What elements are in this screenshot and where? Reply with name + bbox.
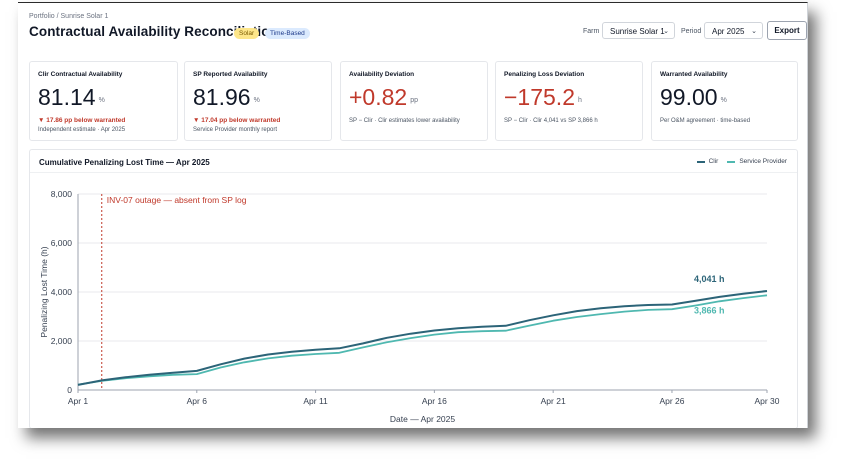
legend-label-clir: Clir — [708, 158, 719, 165]
chevron-down-icon: ⌄ — [663, 28, 669, 35]
chart-title: Cumulative Penalizing Lost Time — Apr 20… — [39, 158, 210, 167]
x-tick-label: Apr 11 — [303, 396, 328, 406]
page-title: Contractual Availability Reconciliation — [29, 24, 278, 39]
period-select[interactable]: Apr 2025 ⌄ — [704, 22, 763, 39]
legend-item-service-provider[interactable]: Service Provider — [727, 158, 787, 165]
legend-swatch-clir — [696, 160, 705, 163]
series-line-service-provider — [77, 294, 768, 386]
kpi-card-clir-availability: Clir Contractual Availability 81.14% ▼ 1… — [29, 61, 178, 141]
kpi-card-warranted-availability: Warranted Availability 99.00% Per O&M ag… — [651, 61, 798, 141]
farm-select[interactable]: Sunrise Solar 1 ⌄ — [602, 22, 675, 39]
chart-header-divider — [30, 172, 797, 173]
kpi-card-availability-deviation: Availability Deviation +0.82 pp SP − Clir… — [340, 61, 488, 141]
period-select-value: Apr 2025 — [712, 27, 745, 36]
period-label: Period — [681, 28, 702, 35]
kpi-card-sp-availability: SP Reported Availability 81.96% ▼ 17.04 … — [184, 61, 332, 141]
x-tick-label: Apr 21 — [541, 396, 566, 406]
kpi-value: +0.82 pp — [349, 84, 418, 111]
kpi-label: Availability Deviation — [349, 71, 415, 78]
kpi-value: 81.96% — [193, 84, 260, 111]
kpi-number: 81.96 — [193, 84, 251, 110]
kpi-delta: ▼ 17.86 pp below warranted — [38, 117, 126, 124]
app-window: Portfolio / Sunrise Solar 1 Contractual … — [18, 2, 808, 428]
y-axis-title: Penalizing Lost Time (h) — [39, 246, 49, 337]
x-tick-label: Apr 6 — [187, 396, 208, 406]
y-tick-label: 8,000 — [51, 189, 73, 199]
kpi-number: 99.00 — [660, 84, 718, 110]
kpi-label: SP Reported Availability — [193, 71, 268, 78]
y-tick-label: 4,000 — [51, 287, 73, 297]
series-line-clir — [77, 290, 768, 386]
end-label-service-provider: 3,866 h — [694, 305, 725, 315]
x-tick-label: Apr 26 — [659, 396, 684, 406]
line-chart: 0 2,000 4,000 6,000 8,000 Apr 1 Apr 6 Apr 11 Apr… — [39, 189, 780, 424]
kpi-unit: h — [578, 97, 582, 104]
x-tick-label: Apr 30 — [754, 396, 779, 406]
kpi-number: 81.14 — [38, 84, 96, 110]
chevron-down-icon: ⌄ — [751, 28, 757, 35]
breadcrumb[interactable]: Portfolio / Sunrise Solar 1 — [29, 13, 109, 20]
y-tick-label: 2,000 — [51, 336, 73, 346]
kpi-subtext: Per O&M agreement · time-based — [660, 118, 751, 124]
kpi-label: Warranted Availability — [660, 71, 728, 78]
kpi-number: −175.2 — [504, 84, 575, 110]
legend-label-service-provider: Service Provider — [739, 158, 787, 165]
end-label-clir: 4,041 h — [694, 274, 725, 284]
kpi-subtext: SP − Clir · Clir estimates lower availab… — [349, 118, 460, 124]
kpi-subtext: Service Provider monthly report — [193, 127, 278, 133]
x-axis-title: Date — Apr 2025 — [390, 414, 455, 424]
kpi-subtext: SP − Clir · Clir 4,041 vs SP 3,866 h — [504, 118, 598, 124]
kpi-value: 99.00% — [660, 84, 727, 111]
kpi-label: Penalizing Loss Deviation — [504, 71, 585, 78]
legend-swatch-service-provider — [727, 160, 736, 163]
annotation-label: INV-07 outage — absent from SP log — [107, 195, 247, 205]
kpi-subtext: Independent estimate · Apr 2025 — [38, 127, 126, 133]
kpi-delta: ▼ 17.04 pp below warranted — [193, 117, 281, 124]
kpi-card-loss-deviation: Penalizing Loss Deviation −175.2 h SP − C… — [495, 61, 643, 141]
farm-label: Farm — [583, 28, 600, 35]
kpi-value: 81.14% — [38, 84, 105, 111]
badge-time-based: Time-Based — [265, 28, 310, 39]
kpi-unit: % — [253, 97, 260, 104]
badge-solar: Solar — [234, 28, 260, 39]
x-tick-label: Apr 1 — [68, 396, 89, 406]
y-tick-label: 0 — [67, 385, 72, 395]
legend-item-clir[interactable]: Clir — [696, 158, 719, 165]
x-tick-label: Apr 16 — [422, 396, 447, 406]
kpi-unit: % — [98, 97, 105, 104]
chart-legend: Clir Service Provider — [696, 158, 787, 165]
kpi-value: −175.2 h — [504, 84, 582, 111]
farm-select-value: Sunrise Solar 1 — [610, 27, 665, 36]
export-button[interactable]: Export — [767, 21, 807, 40]
y-tick-label: 6,000 — [51, 238, 73, 248]
chart-card: Cumulative Penalizing Lost Time — Apr 20… — [29, 149, 798, 428]
kpi-label: Clir Contractual Availability — [38, 71, 123, 78]
kpi-unit: pp — [410, 97, 418, 104]
kpi-number: +0.82 — [349, 84, 408, 110]
kpi-unit: % — [720, 97, 727, 104]
